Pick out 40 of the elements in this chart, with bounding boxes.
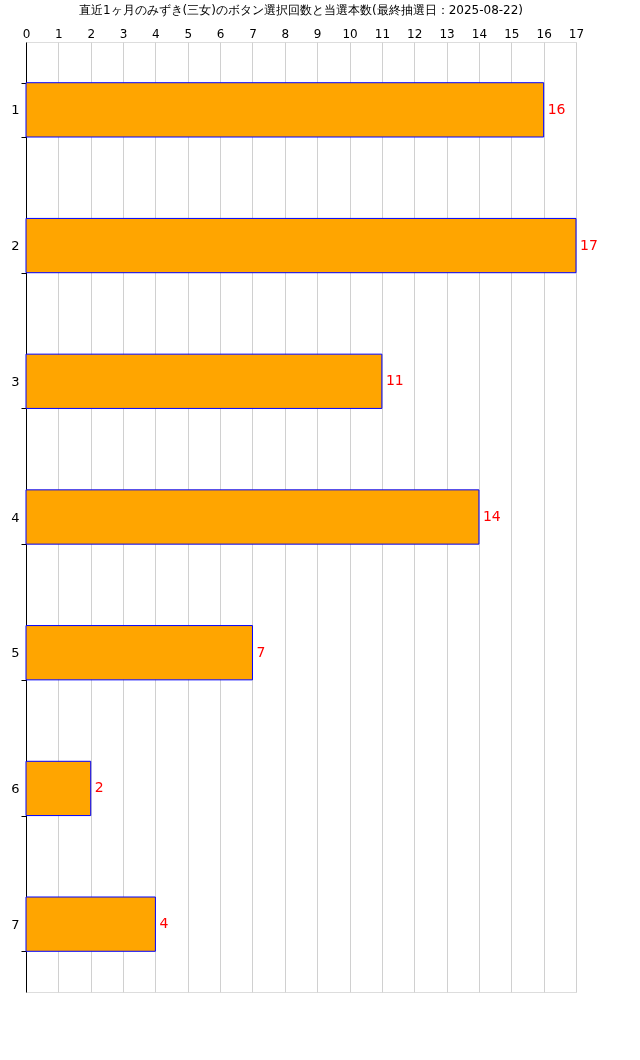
bar <box>25 217 577 274</box>
y-tick-label: 3 <box>11 373 20 389</box>
y-tick-label: 4 <box>11 509 20 525</box>
bar <box>25 353 383 409</box>
data-label: 17 <box>580 236 598 253</box>
bar <box>25 625 253 681</box>
data-label: 2 <box>94 779 104 796</box>
bar <box>25 896 156 952</box>
x-tick-label: 4 <box>152 26 160 41</box>
x-tick-label: 8 <box>281 26 290 41</box>
y-tick-label: 2 <box>11 238 20 254</box>
bar <box>25 489 480 545</box>
x-tick-label: 2 <box>87 26 96 41</box>
x-tick-label: 3 <box>119 26 128 41</box>
x-tick-label: 16 <box>536 26 552 41</box>
x-tick-label: 10 <box>342 26 358 41</box>
x-tick-label: 1 <box>55 26 63 41</box>
bar <box>25 760 92 817</box>
x-tick-label: 11 <box>374 26 391 41</box>
chart-title: 直近1ヶ月のみずき(三女)のボタン選択回数と当選本数(最終抽選日：2025-08-22) <box>78 3 524 17</box>
y-tick-label: 6 <box>11 780 20 796</box>
data-label: 14 <box>482 508 501 524</box>
bar <box>25 82 545 138</box>
data-label: 4 <box>159 915 169 932</box>
x-tick-label: 15 <box>504 26 520 41</box>
x-tick-label: 12 <box>407 26 423 41</box>
x-tick-label: 13 <box>439 26 455 41</box>
x-tick-label: 9 <box>313 26 322 41</box>
y-tick-label: 1 <box>11 102 20 118</box>
data-label: 16 <box>547 100 566 117</box>
y-tick-label: 7 <box>11 916 20 932</box>
data-label: 7 <box>256 643 266 660</box>
x-tick-label: 6 <box>216 26 225 41</box>
x-tick-label: 14 <box>471 26 488 41</box>
x-tick-label: 17 <box>568 26 585 41</box>
data-label: 11 <box>385 372 404 389</box>
x-tick-label: 0 <box>22 26 31 41</box>
x-tick-label: 5 <box>184 26 193 41</box>
y-tick-label: 5 <box>11 645 20 661</box>
x-tick-label: 7 <box>249 26 257 41</box>
